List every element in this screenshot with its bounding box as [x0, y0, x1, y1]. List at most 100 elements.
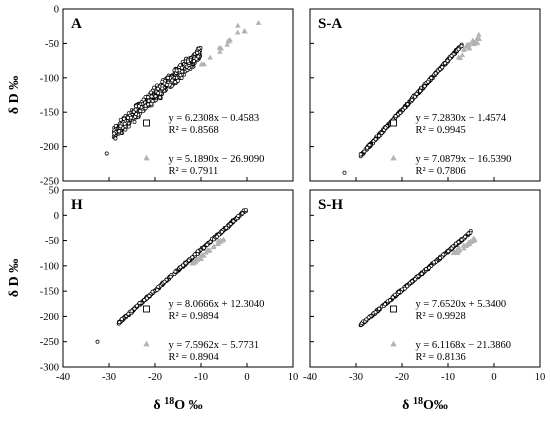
x-tick-label: -30 [102, 372, 116, 383]
legend-triangle-marker [143, 340, 150, 347]
data-point-triangle [466, 240, 473, 246]
x-tick-label: -40 [303, 372, 317, 383]
data-point [463, 234, 468, 239]
data-point [393, 292, 397, 297]
data-point [146, 102, 151, 107]
data-point [150, 289, 155, 294]
data-point [383, 302, 387, 307]
legend-equation: y = 7.5962x − 5.7731 [169, 340, 260, 351]
y-tick-label: -150 [40, 287, 59, 298]
y-tick-label: 0 [54, 211, 59, 222]
data-point [137, 301, 142, 305]
data-point-triangle [466, 44, 473, 50]
y-tick-label: -200 [40, 312, 59, 323]
data-point [429, 76, 434, 80]
data-point [402, 286, 407, 291]
data-point [122, 116, 126, 121]
data-point-triangle [207, 54, 213, 60]
data-point [149, 94, 154, 99]
data-point [142, 298, 147, 303]
x-tick-label: -30 [349, 372, 363, 383]
data-point [181, 263, 185, 268]
data-point [373, 310, 378, 315]
data-point [433, 71, 438, 76]
data-point [117, 320, 122, 325]
x-tick-label: -10 [441, 372, 455, 383]
legend-r2: R² = 0.9945 [416, 125, 466, 136]
y-tick-label: -50 [45, 39, 59, 50]
data-point-triangle [201, 61, 207, 67]
data-point [205, 242, 210, 247]
data-point [141, 97, 146, 102]
data-point [224, 225, 229, 230]
legend-r2: R² = 0.7911 [169, 166, 219, 177]
data-point [192, 59, 196, 63]
y-tick-label: -50 [45, 236, 59, 247]
legend-triangle-marker [390, 340, 397, 347]
data-point [424, 267, 428, 272]
x-tick-label: -20 [148, 372, 162, 383]
panel-label: S-A [318, 16, 342, 32]
data-point-triangle [463, 242, 470, 248]
y-tick-label: -200 [40, 142, 59, 153]
data-point [446, 249, 451, 254]
data-point [215, 234, 219, 239]
data-point [126, 311, 131, 316]
data-point [117, 129, 122, 134]
legend-r2: R² = 0.7806 [416, 166, 466, 177]
data-point-triangle [217, 48, 223, 54]
data-point [402, 105, 407, 110]
legend-r2: R² = 0.8136 [416, 352, 466, 363]
data-point [393, 114, 398, 119]
data-point [195, 50, 200, 55]
data-point-triangle [192, 259, 199, 265]
y-tick-label: 50 [49, 186, 60, 197]
x-tick-label: 10 [288, 372, 299, 383]
data-point [150, 99, 155, 104]
data-point [126, 115, 130, 120]
data-point [147, 293, 152, 298]
data-point-triangle [234, 29, 241, 35]
data-point-triangle [224, 41, 231, 47]
legend-equation: y = 6.2308x − 0.4583 [169, 113, 260, 124]
y-tick-label: -100 [40, 261, 59, 272]
data-point-triangle [197, 254, 204, 260]
data-point [342, 170, 347, 175]
data-point [166, 75, 170, 80]
data-point [146, 95, 151, 100]
data-point [390, 295, 395, 300]
data-point [113, 123, 118, 128]
data-point [377, 306, 382, 311]
data-point [388, 298, 392, 303]
legend-equation: y = 7.6520x + 5.3400 [416, 299, 507, 310]
data-point [149, 90, 153, 95]
data-point [196, 54, 201, 59]
y-tick-label: 0 [54, 5, 59, 16]
x-tick-label: -10 [194, 372, 208, 383]
data-point [113, 136, 118, 141]
data-point [228, 222, 233, 226]
data-point [414, 91, 419, 96]
data-point-triangle [472, 236, 478, 242]
legend-equation: y = 5.1890x − 26.9090 [169, 154, 265, 165]
panel-label: H [71, 197, 83, 213]
data-point-triangle [461, 245, 467, 251]
data-point-triangle [459, 52, 466, 58]
data-point [231, 219, 236, 224]
data-point-triangle [476, 31, 482, 37]
data-point-triangle [454, 247, 460, 253]
data-point-triangle [215, 240, 222, 246]
data-point-triangle [203, 249, 209, 255]
data-point [152, 85, 157, 90]
data-point [118, 117, 123, 122]
data-point [180, 65, 184, 70]
legend-r2: R² = 0.8568 [169, 125, 219, 136]
data-point-triangle [218, 45, 225, 51]
data-point-triangle [450, 250, 457, 256]
y-tick-label: -250 [40, 337, 59, 348]
y-tick-label: -300 [40, 363, 59, 374]
data-point [155, 86, 160, 91]
data-point [410, 279, 415, 284]
panel-label: S-H [318, 197, 343, 213]
